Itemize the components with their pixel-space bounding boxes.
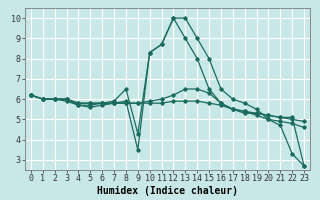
X-axis label: Humidex (Indice chaleur): Humidex (Indice chaleur) — [97, 186, 238, 196]
